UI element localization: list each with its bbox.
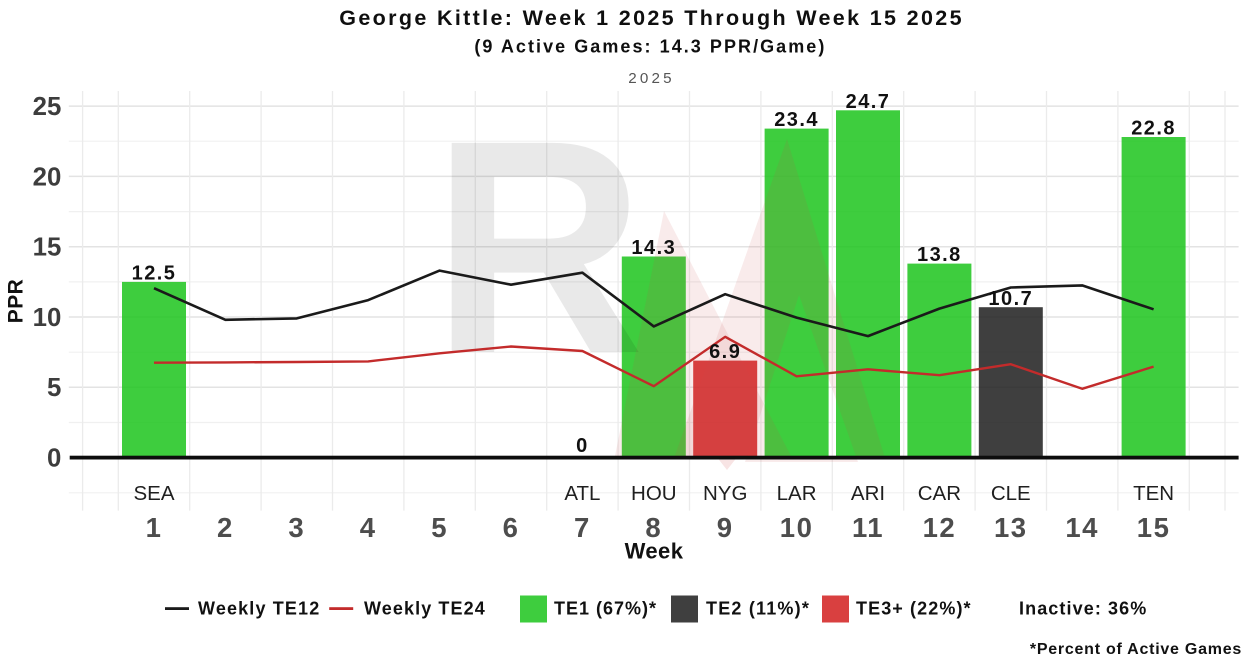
svg-text:8: 8 [645, 512, 662, 543]
svg-text:11: 11 [852, 512, 884, 543]
svg-text:5: 5 [47, 374, 61, 402]
svg-text:7: 7 [574, 512, 591, 543]
svg-text:15: 15 [1137, 512, 1171, 543]
svg-text:Week: Week [625, 539, 684, 564]
svg-text:Inactive: 36%: Inactive: 36% [1019, 599, 1147, 619]
svg-text:22.8: 22.8 [1131, 118, 1176, 140]
svg-text:6: 6 [503, 512, 520, 543]
svg-text:*Percent of Active Games: *Percent of Active Games [1030, 641, 1242, 658]
svg-text:1: 1 [146, 512, 163, 543]
svg-text:10: 10 [33, 304, 62, 332]
svg-text:3: 3 [288, 512, 305, 543]
svg-text:TE1 (67%)*: TE1 (67%)* [554, 599, 657, 619]
svg-text:2025: 2025 [628, 70, 675, 87]
svg-text:(9 Active Games: 14.3 PPR/Game: (9 Active Games: 14.3 PPR/Game) [474, 36, 826, 56]
svg-text:0: 0 [576, 435, 589, 457]
svg-text:14.3: 14.3 [631, 237, 676, 259]
svg-text:Weekly TE12: Weekly TE12 [198, 599, 320, 619]
svg-text:PPR: PPR [5, 279, 28, 323]
svg-text:ARI: ARI [851, 482, 885, 505]
svg-text:2: 2 [217, 512, 234, 543]
svg-text:12.5: 12.5 [132, 263, 177, 285]
svg-text:R: R [432, 78, 645, 417]
svg-text:24.7: 24.7 [846, 91, 891, 113]
svg-text:5: 5 [431, 512, 448, 543]
svg-text:20: 20 [33, 163, 62, 191]
svg-text:15: 15 [33, 234, 62, 262]
svg-text:4: 4 [360, 512, 377, 543]
svg-text:George Kittle: Week 1 2025 Thr: George Kittle: Week 1 2025 Through Week … [339, 6, 964, 30]
svg-text:25: 25 [33, 93, 62, 121]
svg-text:10: 10 [780, 512, 814, 543]
svg-text:NYG: NYG [703, 482, 747, 505]
svg-text:TE3+ (22%)*: TE3+ (22%)* [856, 599, 972, 619]
svg-text:CLE: CLE [991, 482, 1031, 505]
svg-text:Weekly TE24: Weekly TE24 [364, 599, 486, 619]
svg-text:13.8: 13.8 [917, 244, 962, 266]
svg-text:LAR: LAR [777, 482, 817, 505]
svg-text:TE2 (11%)*: TE2 (11%)* [706, 599, 810, 619]
svg-text:9: 9 [717, 512, 734, 543]
svg-text:6.9: 6.9 [709, 341, 741, 363]
svg-text:0: 0 [47, 445, 61, 473]
svg-text:14: 14 [1065, 512, 1099, 543]
svg-text:10.7: 10.7 [988, 288, 1033, 310]
svg-text:SEA: SEA [133, 482, 174, 505]
svg-text:HOU: HOU [631, 482, 677, 505]
svg-text:23.4: 23.4 [774, 109, 819, 131]
svg-text:13: 13 [994, 512, 1028, 543]
svg-text:CAR: CAR [918, 482, 961, 505]
svg-text:ATL: ATL [564, 482, 600, 505]
svg-text:TEN: TEN [1133, 482, 1174, 505]
svg-text:12: 12 [923, 512, 957, 543]
